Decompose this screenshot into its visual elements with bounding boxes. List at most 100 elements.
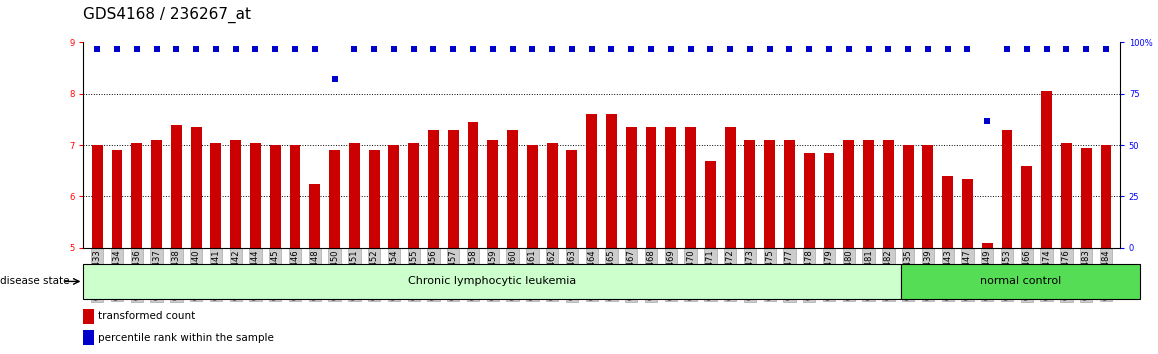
Bar	[725, 127, 735, 248]
Bar	[1080, 148, 1092, 248]
Bar	[1002, 130, 1012, 248]
Bar	[646, 127, 657, 248]
Point	[286, 46, 305, 51]
Bar	[388, 145, 400, 248]
Bar	[823, 153, 835, 248]
Bar	[83, 264, 901, 299]
Point	[523, 46, 542, 51]
Point	[681, 46, 699, 51]
Point	[345, 46, 364, 51]
Bar	[83, 309, 94, 324]
Bar	[131, 143, 142, 248]
Point	[444, 46, 462, 51]
Bar	[409, 143, 419, 248]
Bar	[903, 145, 914, 248]
Bar	[901, 264, 1139, 299]
Bar	[863, 140, 874, 248]
Bar	[764, 140, 775, 248]
Point	[701, 46, 719, 51]
Point	[780, 46, 799, 51]
Bar	[91, 145, 103, 248]
Bar	[151, 140, 162, 248]
Bar	[1041, 91, 1053, 248]
Bar	[625, 127, 637, 248]
Bar	[448, 130, 459, 248]
Point	[266, 46, 285, 51]
Bar	[606, 114, 617, 248]
Bar	[843, 140, 855, 248]
Bar	[566, 150, 578, 248]
Point	[741, 46, 760, 51]
Point	[661, 46, 680, 51]
Point	[563, 46, 581, 51]
Point	[384, 46, 403, 51]
Point	[127, 46, 146, 51]
Bar	[962, 178, 973, 248]
Point	[88, 46, 107, 51]
Bar	[882, 140, 894, 248]
Bar	[705, 161, 716, 248]
Point	[108, 46, 126, 51]
Bar	[309, 184, 321, 248]
Bar	[943, 176, 953, 248]
Point	[206, 46, 225, 51]
Bar	[1061, 143, 1072, 248]
Text: transformed count: transformed count	[98, 311, 196, 321]
Bar	[745, 140, 755, 248]
Bar	[982, 243, 992, 248]
Point	[325, 76, 344, 82]
Point	[247, 46, 265, 51]
Point	[879, 46, 897, 51]
Point	[622, 46, 640, 51]
Bar	[488, 140, 498, 248]
Bar	[923, 145, 933, 248]
Point	[979, 118, 997, 123]
Bar	[527, 145, 537, 248]
Point	[820, 46, 838, 51]
Bar	[250, 143, 261, 248]
Bar	[329, 150, 340, 248]
Point	[800, 46, 819, 51]
Point	[147, 46, 166, 51]
Bar	[230, 140, 241, 248]
Point	[721, 46, 740, 51]
Point	[543, 46, 562, 51]
Text: disease state: disease state	[0, 276, 69, 286]
Point	[958, 46, 976, 51]
Point	[642, 46, 660, 51]
Point	[1038, 46, 1056, 51]
Point	[998, 46, 1017, 51]
Point	[1057, 46, 1076, 51]
Bar	[547, 143, 557, 248]
Point	[424, 46, 442, 51]
Bar	[804, 153, 815, 248]
Bar	[191, 127, 201, 248]
Bar	[111, 150, 123, 248]
Point	[761, 46, 779, 51]
Bar	[368, 150, 380, 248]
Point	[227, 46, 245, 51]
Bar	[666, 127, 676, 248]
Bar	[290, 145, 300, 248]
Point	[1097, 46, 1115, 51]
Point	[840, 46, 858, 51]
Bar	[349, 143, 360, 248]
Point	[602, 46, 621, 51]
Bar	[784, 140, 794, 248]
Point	[1077, 46, 1095, 51]
Bar	[468, 122, 478, 248]
Point	[463, 46, 482, 51]
Text: normal control: normal control	[980, 276, 1061, 286]
Bar	[1021, 166, 1032, 248]
Point	[938, 46, 957, 51]
Bar	[428, 130, 439, 248]
Bar	[507, 130, 518, 248]
Bar	[83, 330, 94, 345]
Point	[404, 46, 423, 51]
Point	[167, 46, 185, 51]
Bar	[211, 143, 221, 248]
Point	[1018, 46, 1036, 51]
Point	[899, 46, 917, 51]
Point	[365, 46, 383, 51]
Bar	[686, 127, 696, 248]
